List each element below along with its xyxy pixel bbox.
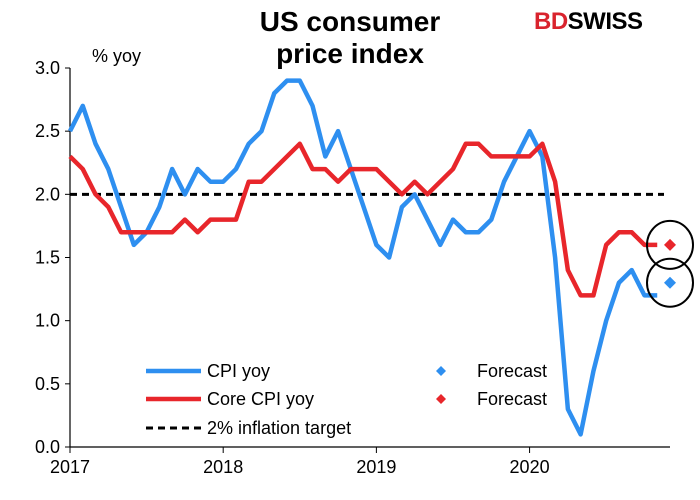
chart-title: US consumer price index — [215, 6, 485, 70]
forecast-highlight-circle — [646, 257, 694, 308]
legend-label: 2% inflation target — [207, 418, 351, 438]
legend-label: Core CPI yoy — [207, 389, 314, 409]
y-tick-label: 1.0 — [35, 311, 60, 331]
y-tick-label: 3.0 — [35, 58, 60, 78]
chart-title-line1: US consumer — [259, 6, 441, 37]
forecast-highlight-circle — [646, 219, 694, 270]
x-tick-label: 2019 — [356, 457, 396, 477]
core-cpi-series-line — [68, 141, 658, 298]
y-tick-label: 0.0 — [35, 437, 60, 457]
forecast-marker — [664, 238, 676, 251]
y-tick-label: 2.0 — [35, 184, 60, 204]
y-tick-label: 0.5 — [35, 374, 60, 394]
y-tick-label: 2.5 — [35, 121, 60, 141]
legend-forecast-marker — [436, 394, 446, 404]
x-tick-label: 2020 — [510, 457, 550, 477]
legend-label: Forecast — [477, 361, 547, 381]
cpi-series-line — [67, 78, 658, 437]
y-unit-label: % yoy — [92, 46, 142, 66]
legend-forecast-marker — [436, 366, 446, 376]
legend-label: CPI yoy — [207, 361, 270, 381]
chart-title-line2: price index — [276, 38, 424, 69]
legend-label: Forecast — [477, 389, 547, 409]
y-tick-label: 1.5 — [35, 248, 60, 268]
x-tick-label: 2017 — [50, 457, 90, 477]
logo-part-swiss: SWISS — [567, 8, 643, 35]
brand-logo: BDSWISS — [534, 8, 643, 36]
forecast-marker — [664, 276, 676, 289]
x-tick-label: 2018 — [203, 457, 243, 477]
logo-part-bd: BD — [534, 8, 568, 35]
